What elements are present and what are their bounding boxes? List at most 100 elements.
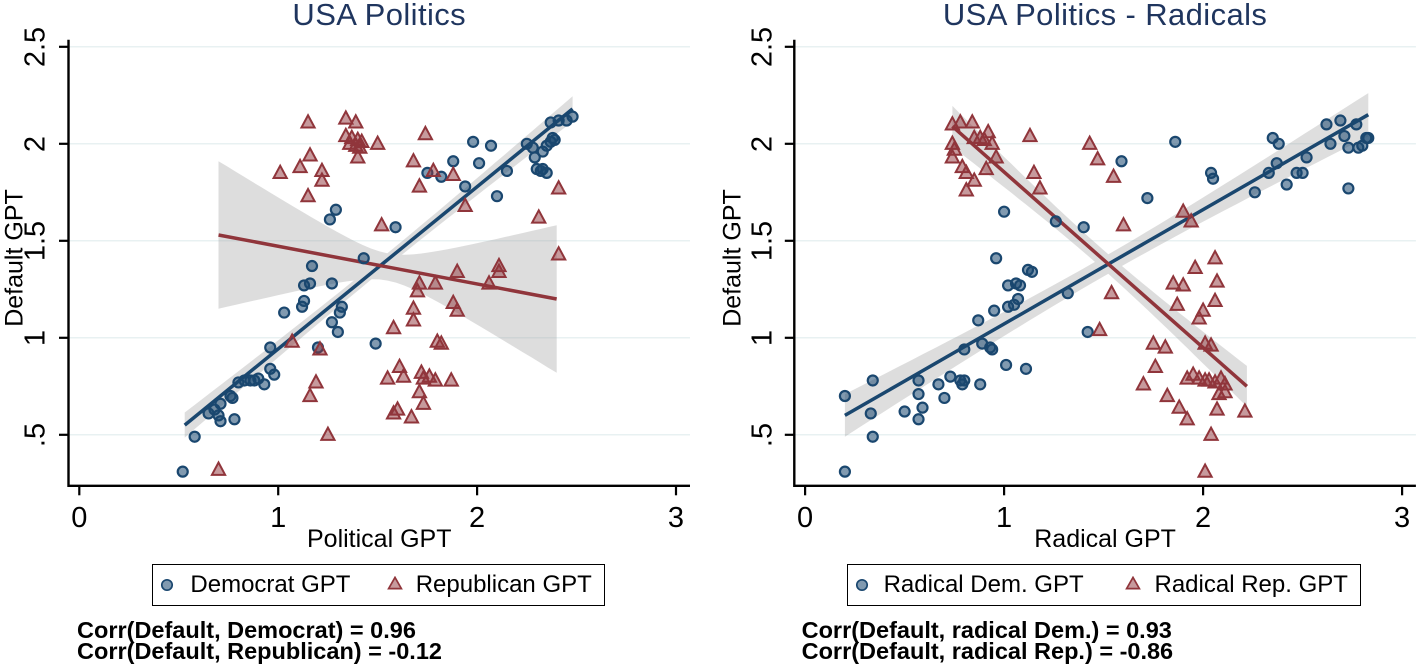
panel-2-point-triangle [1145, 334, 1162, 350]
panel-2-point-circle [1270, 157, 1283, 170]
panel-2-point-circle [1013, 279, 1027, 292]
panel-2-point-triangle [987, 148, 1005, 164]
panel-2-point-triangle [1178, 409, 1196, 426]
panel-2-point-circle [866, 430, 879, 443]
panel-1-x-tick-label: 0 [71, 502, 88, 534]
panel-1-point-triangle [283, 332, 301, 348]
panel-2-point-circle [1338, 129, 1351, 143]
panel-1-point-circle [264, 341, 277, 354]
panel-1-point-triangle [299, 113, 317, 129]
panel-2-fit-line [951, 125, 1249, 388]
radical-dem-circle-marker-icon [855, 578, 869, 591]
panel-2-point-triangle [1159, 386, 1176, 403]
panel-1-point-circle [329, 203, 342, 216]
panel-1-point-triangle [313, 171, 331, 187]
panel-1-point-circle [214, 415, 227, 428]
panel-2-x-axis-label: Radical GPT [1034, 525, 1176, 553]
panel-2-point-circle [1272, 137, 1285, 150]
panel-1-point-triangle [379, 369, 396, 385]
panel-1-point-circle [459, 180, 472, 193]
panel-1-fit-line [218, 233, 557, 301]
corr-democrat: Corr(Default, Democrat) = 0.96 [77, 616, 416, 643]
panel-2-point-triangle [1031, 179, 1049, 195]
panel-2-y-axis-label: Default GPT [718, 189, 747, 327]
panel-2-point-circle [986, 343, 999, 356]
panel-2-x-tick-label: 2 [1195, 502, 1212, 534]
panel-2-point-triangle [952, 113, 969, 129]
panel-2-point-circle [1324, 137, 1337, 150]
panel-2-point-triangle [1115, 215, 1132, 232]
panel-1-point-triangle [349, 148, 367, 164]
panel-2-point-triangle [958, 163, 975, 179]
panel-2-point-circle [974, 378, 987, 391]
panel-1-point-circle [278, 306, 291, 319]
panel-2-point-triangle [1025, 163, 1043, 179]
panel-2-point-circle [1342, 182, 1355, 195]
panel-1-point-triangle [427, 274, 444, 290]
panel-1-point-triangle [405, 151, 422, 168]
panel-2-point-triangle [977, 159, 995, 176]
panel-1-point-triangle [550, 245, 567, 261]
panel-1-correlation-note: Corr(Default, Democrat) = 0.96 Corr(Defa… [77, 616, 442, 665]
panel-2-point-circle [1248, 186, 1261, 199]
panel-2-point-circle [997, 205, 1011, 218]
panel-1-point-circle [323, 213, 337, 226]
panel-2-point-triangle [965, 171, 983, 187]
panel-2-point-circle [1115, 155, 1128, 168]
panel-2-point-triangle [1202, 425, 1220, 441]
panel-1-point-circle [467, 135, 480, 148]
panel-2-point-circle [1296, 166, 1309, 179]
panel-1-y-tick-label: 2 [19, 135, 51, 152]
panel-1-point-circle [176, 465, 189, 478]
panel-2-title: USA Politics - Radicals [942, 0, 1268, 32]
panel-2-point-triangle [1208, 272, 1226, 288]
panel-2-point-circle [912, 413, 925, 426]
panel-2-point-triangle [1216, 382, 1234, 399]
panel-1-point-triangle [291, 157, 309, 174]
panel-2-point-circle [999, 358, 1013, 372]
panel-2-point-circle [1342, 141, 1355, 154]
panel-1-point-triangle [385, 318, 402, 335]
panel-2-point-triangle [1194, 301, 1212, 317]
panel-2-point-triangle [946, 140, 963, 156]
panel-1-x-tick-label: 2 [469, 502, 486, 534]
panel-2-point-triangle [1164, 274, 1182, 290]
panel-2-point-triangle [1147, 357, 1164, 373]
panel-2-point-triangle [1021, 126, 1039, 143]
panel-1-point-circle [528, 151, 541, 164]
panel-1-axes [67, 39, 690, 487]
panel-1-point-circle [447, 155, 460, 168]
panel-2-point-triangle [1190, 309, 1208, 325]
legend-entry-democrat: Democrat GPT [190, 571, 351, 598]
panel-2-point-circle [912, 374, 925, 387]
panel-1-point-circle [548, 133, 561, 147]
panel-2-point-circle [916, 401, 929, 414]
corr-republican: Corr(Default, Republican) = -0.12 [77, 638, 442, 665]
panel-2-point-triangle [944, 148, 961, 164]
panel-2-point-circle [1077, 221, 1090, 234]
panel-1-x-tick-label: 1 [270, 502, 287, 534]
panel-1-point-circle [369, 337, 382, 350]
panel-1-point-triangle [389, 400, 406, 416]
panel-1-point-triangle [301, 386, 319, 403]
panel-2-y-tick-label: 1 [746, 329, 779, 346]
panel-1-title: USA Politics [292, 0, 467, 32]
panel-2-point-triangle [1174, 276, 1192, 292]
panel-2-point-triangle [1236, 402, 1254, 418]
panel-2-point-circle [1049, 215, 1062, 228]
panel-1-point-circle [214, 397, 227, 410]
panel-2-x-tick-label: 3 [1394, 502, 1411, 534]
panel-2-point-circle [838, 389, 852, 403]
panel-2-point-triangle [1157, 338, 1174, 354]
panel-2-x-tick-label: 1 [996, 502, 1013, 534]
panel-1-point-triangle [299, 186, 317, 203]
corr-radical-rep: Corr(Default, radical Rep.) = -0.86 [801, 638, 1174, 665]
panel-1-point-circle [303, 277, 317, 290]
panel-1-point-triangle [405, 311, 422, 327]
panel-1-point-triangle [427, 371, 444, 387]
panel-2-y-tick-label: .5 [746, 422, 779, 447]
panel-1-point-triangle [311, 340, 329, 356]
panel-1-point-circle [566, 110, 579, 123]
panel-2-point-circle [958, 374, 971, 387]
